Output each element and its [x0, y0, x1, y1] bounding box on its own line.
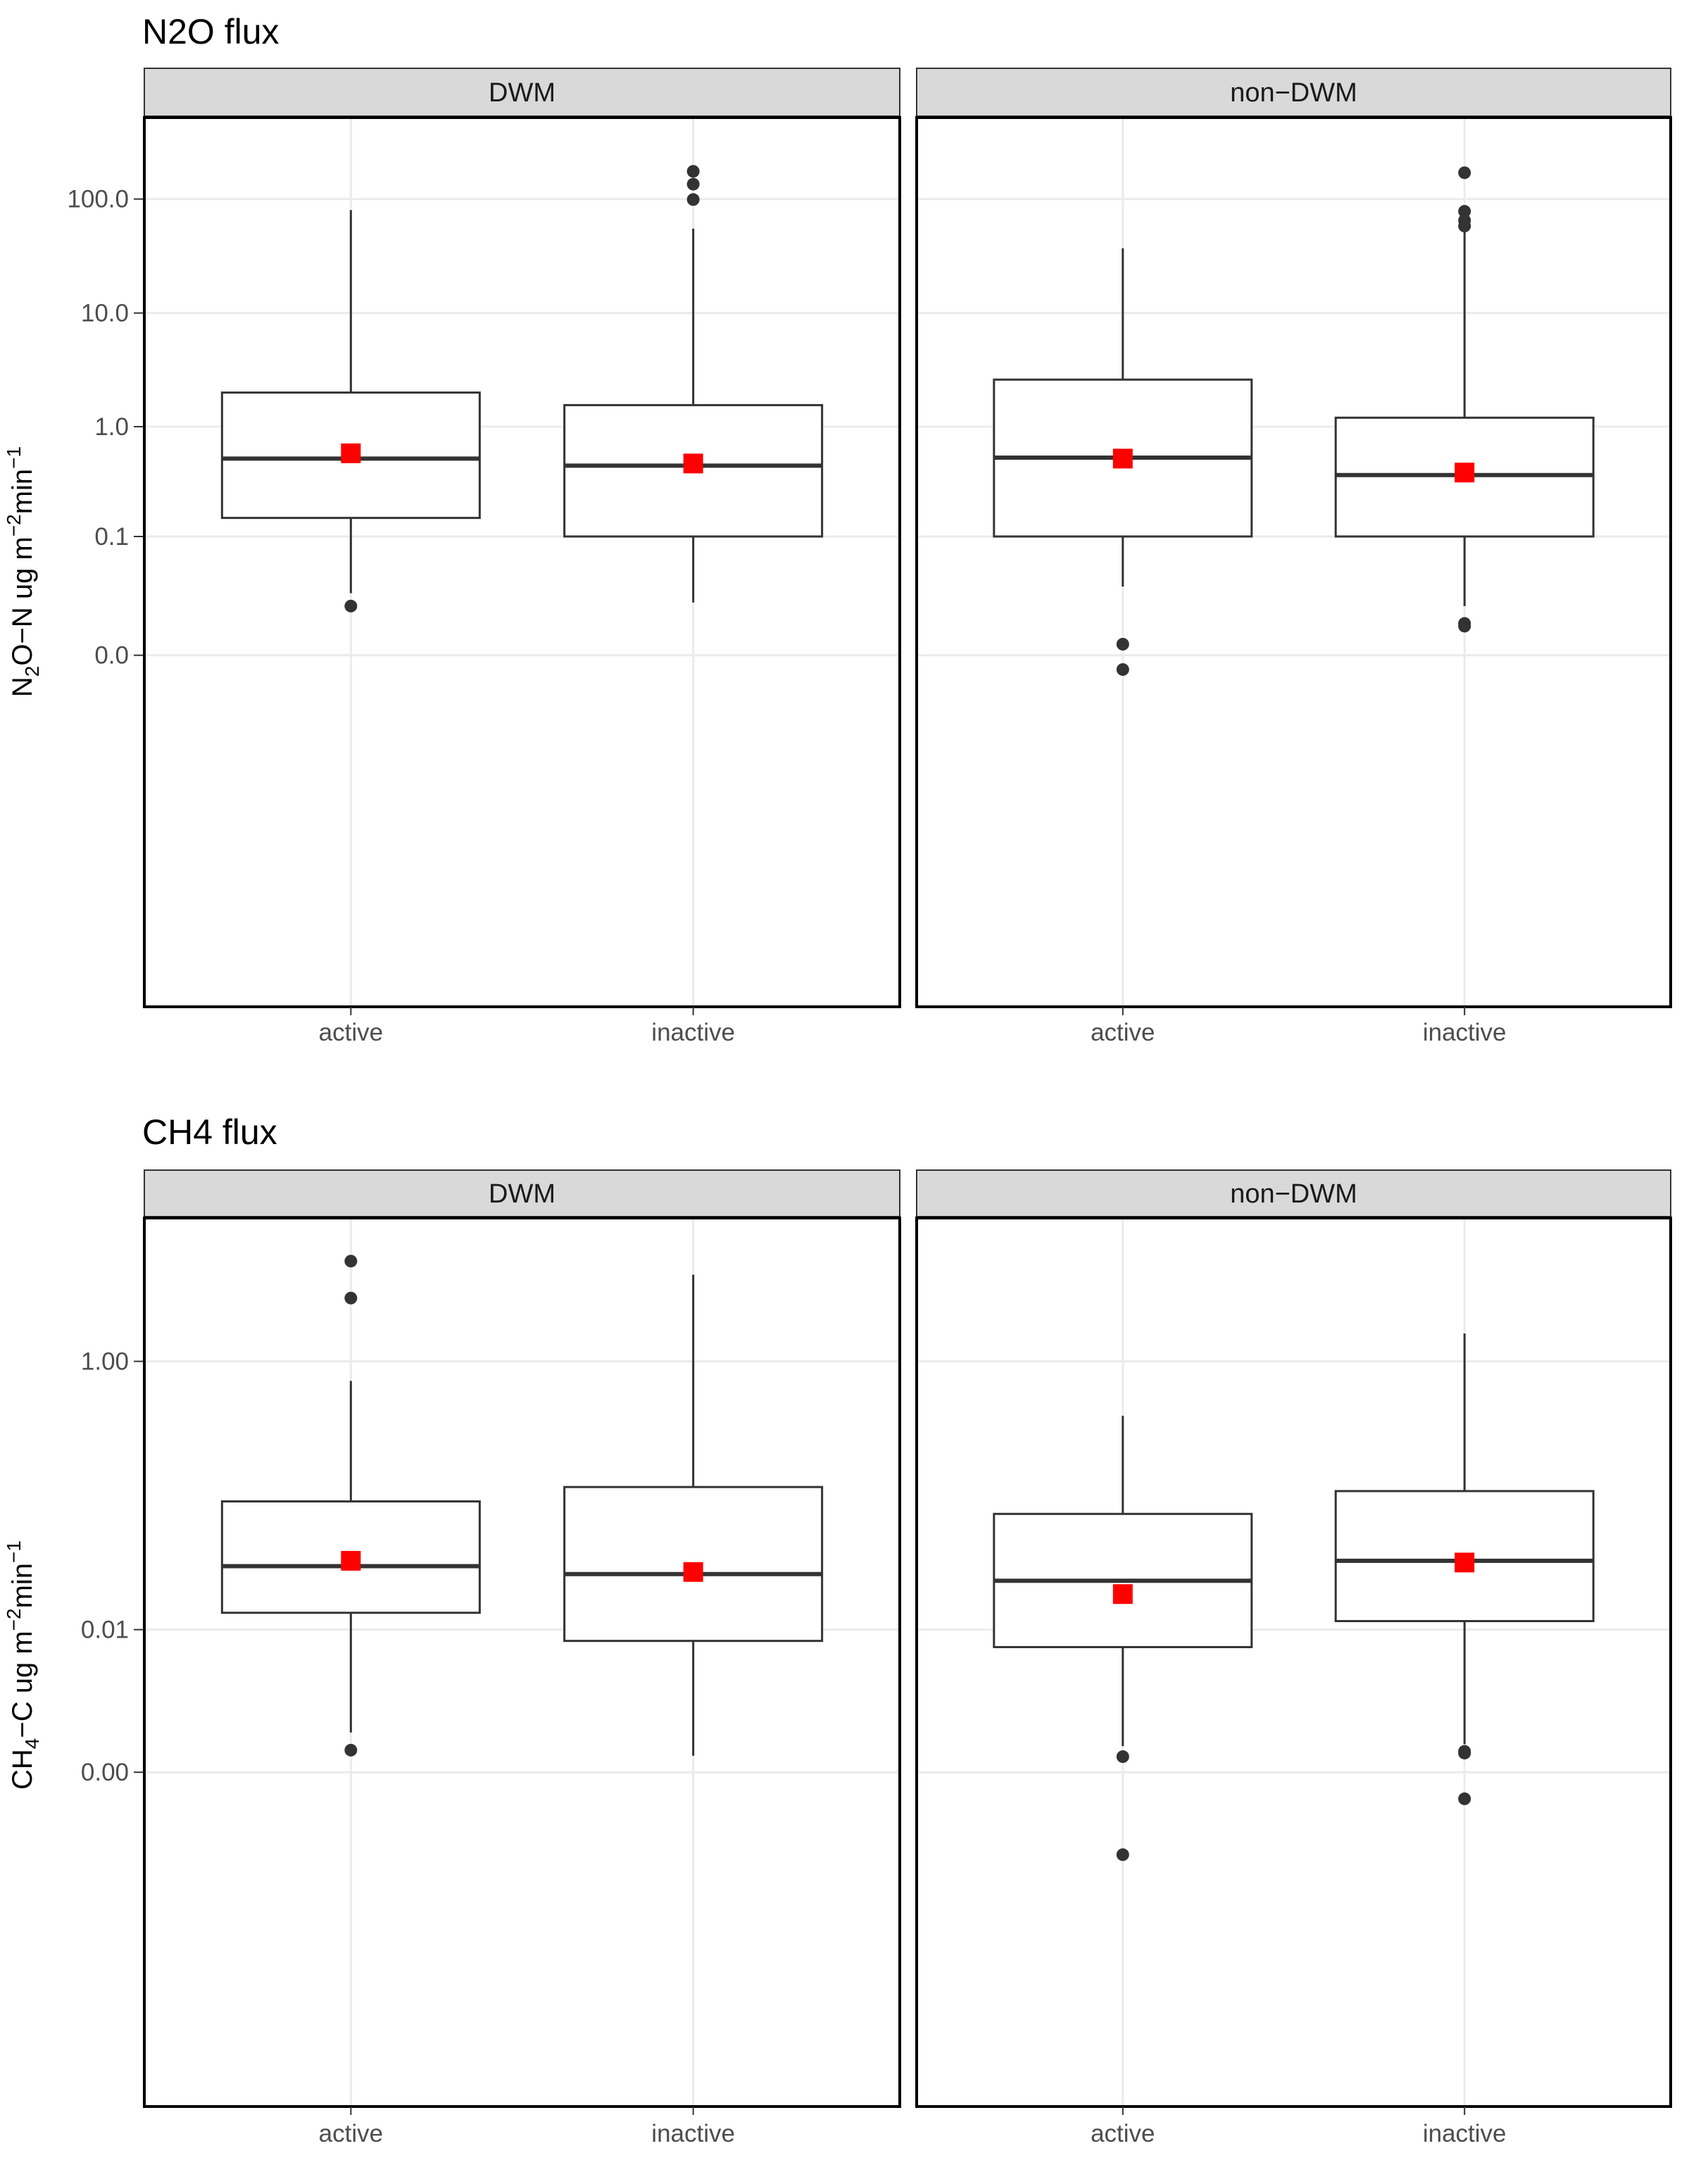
y-tick-label: 1.00 — [81, 1348, 129, 1376]
mean-marker — [683, 453, 703, 474]
y-axis-title-part: 2 — [21, 666, 43, 677]
panel-non-dwm: non−DWM active inactive — [915, 68, 1672, 1046]
mean-marker — [1455, 1552, 1475, 1573]
outlier-point — [1458, 213, 1471, 227]
outlier-point — [1116, 1848, 1129, 1862]
y-axis-title-part: −C ug m — [7, 1631, 38, 1738]
facet-strip-label: DWM — [489, 78, 555, 108]
outlier-point — [1458, 166, 1471, 180]
x-tick-label: inactive — [651, 1019, 735, 1046]
panel-dwm: DWM active inactive — [143, 68, 901, 1046]
box-active — [993, 1415, 1253, 1862]
y-tick-label: 10.0 — [81, 300, 129, 327]
panel-background — [917, 118, 1671, 1007]
outlier-point — [1458, 1792, 1471, 1805]
mean-marker — [683, 1562, 703, 1582]
y-tick-label: 0.01 — [81, 1617, 129, 1644]
x-tick-label: active — [319, 2120, 383, 2147]
mean-marker — [341, 443, 361, 463]
y-axis-title-part: O−N ug m — [7, 536, 38, 665]
box-inactive — [1334, 1333, 1595, 1805]
panel-background — [144, 1218, 900, 2107]
mean-marker — [1112, 1584, 1133, 1605]
box-inactive — [563, 165, 824, 603]
outlier-point — [1458, 205, 1471, 218]
mean-marker — [1455, 463, 1475, 483]
outlier-point — [344, 1255, 358, 1268]
y-tick-label: 0.00 — [81, 1759, 129, 1786]
y-axis-title-part: CH — [7, 1749, 38, 1790]
panel-border — [143, 1217, 901, 2108]
panel-background — [144, 118, 900, 1007]
mean-marker — [341, 1550, 361, 1571]
y-axis-title-part: −1 — [3, 446, 25, 469]
box-inactive — [1334, 166, 1595, 633]
outlier-point — [686, 165, 700, 178]
outlier-point — [344, 599, 358, 613]
panel-non-dwm: non−DWM active inactive — [915, 1169, 1672, 2147]
box-inactive — [563, 1274, 824, 1756]
y-axis-title-part: min — [7, 469, 38, 514]
x-tick-label: active — [319, 1019, 383, 1046]
facet-strip — [916, 1169, 1671, 1217]
outlier-point — [344, 1743, 358, 1757]
outlier-point — [686, 193, 700, 206]
panel-border — [915, 116, 1672, 1008]
facet-strip — [144, 68, 900, 117]
outlier-point — [1458, 620, 1471, 633]
outlier-point — [1116, 663, 1129, 676]
box-active — [220, 1255, 481, 1757]
facet-strip-label: non−DWM — [1230, 78, 1357, 108]
y-axis-title-part: N — [7, 677, 38, 697]
facet-strip-label: non−DWM — [1230, 1179, 1357, 1209]
y-axis-title-part: −1 — [3, 1540, 25, 1563]
facet-strip — [916, 68, 1671, 117]
y-tick-label: 1.0 — [94, 413, 129, 441]
y-tick-label: 0.1 — [94, 523, 129, 551]
x-tick-label: inactive — [1423, 1019, 1507, 1046]
facet-strip-label: DWM — [489, 1179, 555, 1209]
panel-dwm: DWM active inactive — [143, 1169, 901, 2147]
panel-border — [143, 116, 901, 1008]
y-axis-title-part: 4 — [21, 1738, 43, 1750]
y-tick-label: 0.0 — [94, 642, 129, 670]
outlier-point — [686, 177, 700, 191]
x-tick-label: active — [1091, 1019, 1155, 1046]
y-axis-title: CH4−C ug m−2min−1 — [3, 1540, 43, 1790]
chart-ch4: CH4 flux CH4−C ug m−2min−1 1.00 0.01 0.00 DWM… — [3, 1112, 1672, 2147]
y-axis-title-part: min — [7, 1563, 38, 1608]
panel-border — [915, 1217, 1672, 2108]
panel-background — [917, 1218, 1671, 2107]
iqr-box — [563, 403, 824, 538]
mean-marker — [1112, 448, 1133, 469]
outlier-point — [344, 1291, 358, 1305]
y-axis-title: N2O−N ug m−2min−1 — [3, 446, 43, 697]
chart-title: N2O flux — [142, 12, 280, 51]
outlier-point — [1116, 1750, 1129, 1764]
y-axis-title-part: −2 — [3, 514, 25, 536]
box-active — [220, 210, 481, 613]
y-axis-title-part: −2 — [3, 1608, 25, 1631]
y-tick-label: 100.0 — [67, 186, 129, 213]
chart-n2o: N2O flux N2O−N ug m−2min−1 100.0 10.0 1.0 0.1… — [3, 12, 1672, 1046]
outlier-point — [1458, 1746, 1471, 1759]
x-tick-label: inactive — [651, 2120, 735, 2147]
outlier-point — [1116, 638, 1129, 651]
chart-title: CH4 flux — [142, 1112, 277, 1152]
box-active — [993, 248, 1253, 676]
x-tick-label: active — [1091, 2120, 1155, 2147]
x-tick-label: inactive — [1423, 2120, 1507, 2147]
